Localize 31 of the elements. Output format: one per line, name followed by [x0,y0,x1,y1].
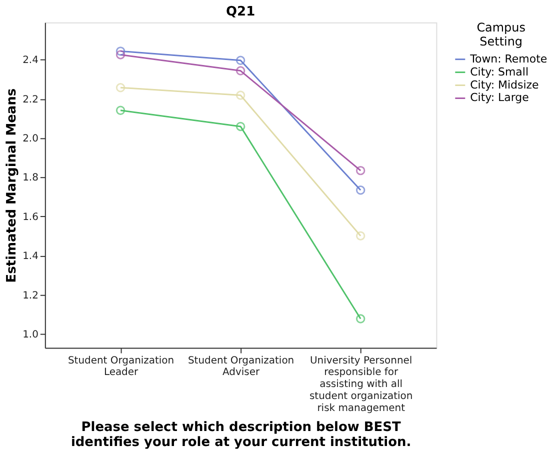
y-tick-label: 1.8 [22,172,38,184]
point [356,314,366,324]
point [236,122,246,132]
y-tick-label: 2.2 [22,94,38,106]
point [236,90,246,100]
x-tick-label: Student Organization Leader [68,355,174,378]
point [236,66,246,76]
y-tick-label: 1.4 [22,251,38,262]
point [116,106,126,115]
y-tick-label: 2.4 [22,55,38,66]
legend-label: City: Midsize [470,78,540,92]
legend-label: City: Large [470,91,530,104]
legend-label: City: Small [470,65,528,78]
chart-title: Q21 [226,4,256,20]
point [356,186,366,195]
x-tick-label: Student Organization Adviser [188,355,294,378]
y-tick-label: 1.2 [22,290,38,302]
x-tick-label: University Personnel responsible for assisting with all student organization risk management [309,355,413,414]
y-tick-label: 2.0 [22,134,38,145]
point [116,50,126,60]
point [236,56,246,66]
point [116,83,126,92]
point [356,231,366,240]
legend-title: Campus Setting [476,20,526,48]
legend-label: Town: Remote [469,52,548,66]
y-axis-title: Estimated Marginal Means [4,88,20,283]
y-tick-label: 1.6 [22,212,38,223]
point [116,46,126,56]
y-tick-label: 1.0 [22,330,38,341]
x-axis-title: Please select which description below BEST identifies your role at your current institution. [70,420,412,450]
point [356,166,366,176]
